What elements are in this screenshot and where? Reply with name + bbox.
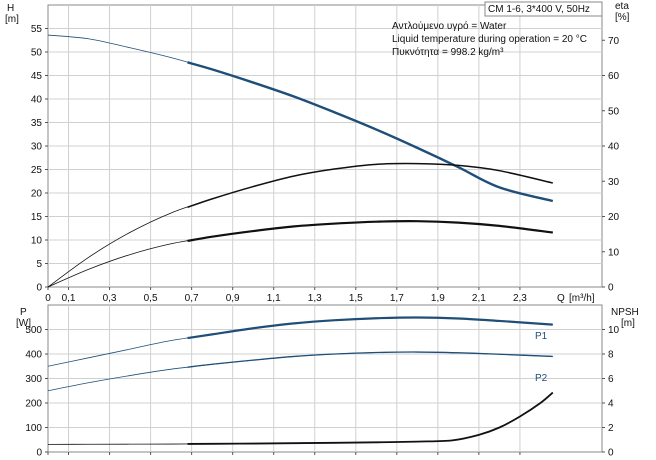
x-tick-label: 0,1 [62, 293, 76, 304]
top-y-tick-label: 20 [31, 189, 43, 200]
top-y-tick-label: 10 [31, 236, 43, 247]
top-y-tick-label: 0 [36, 283, 42, 294]
x-tick-label: 0,7 [185, 293, 199, 304]
top-y-tick-label: 15 [31, 212, 43, 223]
top-y-tick-label: 45 [31, 71, 43, 82]
bottom-y-tick-label: 500 [25, 325, 42, 336]
top-y2-tick-label: 70 [608, 36, 620, 47]
top-y2-tick-label: 0 [608, 283, 614, 294]
xunit: [m³/h] [569, 293, 595, 304]
top-series-2-curve [47, 220, 553, 288]
top-y2unit: [%] [615, 12, 630, 23]
info-line-3: Πυκνότητα = 998.2 kg/m³ [392, 46, 504, 58]
x-tick-label: 1,3 [308, 293, 322, 304]
x-tick-label: 1,1 [267, 293, 281, 304]
bottom-y2label: NPSH [611, 307, 639, 318]
xlabel: Q [557, 293, 565, 304]
top-y2-tick-label: 50 [608, 106, 620, 117]
bottom-y-tick-label: 300 [25, 374, 42, 385]
top-y-tick-label: 40 [31, 95, 43, 106]
top-y-tick-label: 5 [36, 259, 42, 270]
x-tick-label: 2,3 [513, 293, 527, 304]
x-tick-label: 1,5 [349, 293, 363, 304]
tick-labels: 0 0,1 0,3 0,5 0,7 0,9 1,1 1,3 1,5 1,7 1,9 2,1 2,3 0 5 1… [25, 24, 619, 459]
model-label: CM 1-6, 3*400 V, 50Hz [488, 4, 590, 15]
top-y2-tick-label: 40 [608, 142, 620, 153]
top-y2-tick-label: 60 [608, 71, 620, 82]
top-series-1-operating-range [187, 162, 553, 209]
top-y-tick-label: 35 [31, 118, 43, 129]
series-label-p2: P2 [535, 373, 548, 384]
bottom-y2-tick-label: 8 [608, 350, 614, 361]
top-y2-tick-label: 30 [608, 177, 620, 188]
top-yunit: [m] [5, 14, 19, 25]
x-tick-label: 0 [45, 293, 51, 304]
top-y-tick-label: 55 [31, 24, 43, 35]
bottom-series-0-curve [47, 317, 553, 367]
bottom-y2unit: [m] [621, 318, 635, 329]
bottom-series-1-curve [47, 351, 553, 392]
bottom-yunit: [W] [16, 318, 31, 329]
bottom-y2-tick-label: 2 [608, 423, 614, 434]
top-y2-tick-label: 20 [608, 212, 620, 223]
top-y-tick-label: 25 [31, 165, 43, 176]
top-y2label: eta [615, 1, 629, 12]
x-tick-label: 0,5 [144, 293, 158, 304]
top-y-tick-label: 50 [31, 48, 43, 59]
top-y-tick-label: 30 [31, 142, 43, 153]
top-series-2-operating-range [187, 220, 553, 243]
bottom-ylabel: P [20, 307, 27, 318]
curves [47, 34, 554, 445]
bottom-y-tick-label: 100 [25, 423, 42, 434]
bottom-series-2-operating-range [187, 391, 554, 445]
bottom-series-0-operating-range [187, 316, 553, 340]
x-tick-label: 1,9 [431, 293, 445, 304]
top-y2-tick-label: 10 [608, 247, 620, 258]
bottom-y2-tick-label: 10 [608, 325, 620, 336]
x-tick-label: 1,7 [390, 293, 404, 304]
bottom-series-2-curve [47, 392, 554, 445]
grid-lines [45, 5, 605, 455]
bottom-y-tick-label: 0 [36, 448, 42, 459]
top-ylabel: H [7, 3, 14, 14]
top-series-0-operating-range [187, 61, 554, 203]
bottom-y2-tick-label: 6 [608, 374, 614, 385]
info-line-1: Αντλούμενο υγρό = Water [392, 20, 507, 32]
bottom-y2-tick-label: 4 [608, 399, 614, 410]
bottom-y-tick-label: 200 [25, 399, 42, 410]
series-label-p1: P1 [535, 331, 548, 342]
x-tick-label: 0,3 [103, 293, 117, 304]
model-box [484, 1, 603, 17]
bottom-y-tick-label: 400 [25, 350, 42, 361]
info-line-2: Liquid temperature during operation = 20… [392, 34, 587, 45]
x-tick-label: 0,9 [226, 293, 240, 304]
x-tick-label: 2,1 [472, 293, 486, 304]
bottom-y2-tick-label: 0 [608, 448, 614, 459]
bottom-series-1-operating-range [187, 351, 553, 368]
